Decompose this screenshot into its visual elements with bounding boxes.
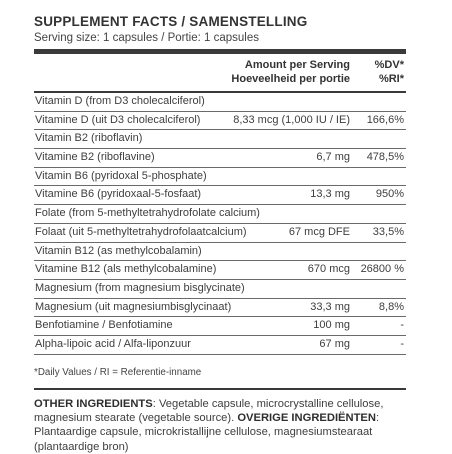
amount-header-en: Amount per Serving xyxy=(244,59,350,71)
nutrient-table: Vitamin D (from D3 cholecalciferol) Vita… xyxy=(34,93,406,355)
amount-header: Amount per Serving Hoeveelheid per porti… xyxy=(231,58,350,86)
nutrient-amount: 8,33 mcg (1,000 IU / IE) xyxy=(233,113,350,126)
nutrient-amount: 6,7 mg xyxy=(316,151,350,164)
serving-size: Serving size: 1 capsules / Portie: 1 cap… xyxy=(34,32,260,44)
table-row: Vitamine B6 (pyridoxaal-5-fosfaat) 13,3 m… xyxy=(34,186,406,206)
nutrient-name: Vitamine D (uit D3 cholecalciferol) xyxy=(35,113,201,126)
nutrient-amount: 33,3 mg xyxy=(310,300,350,313)
nutrient-amount: 13,3 mg xyxy=(310,188,350,201)
nutrient-percent: 166,6% xyxy=(366,113,404,126)
table-row: Benfotiamine / Benfotiamine 100 mg - xyxy=(34,317,406,336)
table-row: Vitamin B12 (as methylcobalamin) xyxy=(34,243,406,262)
nutrient-name: Vitamin D (from D3 cholecalciferol) xyxy=(35,95,205,107)
table-row: Vitamin B2 (riboflavin) xyxy=(34,130,406,150)
table-row: Vitamin B6 (pyridoxal 5-phosphate) xyxy=(34,168,406,187)
dv-header-nl: %RI* xyxy=(378,73,404,85)
table-row: Vitamine B2 (riboflavine) 6,7 mg 478,5% xyxy=(34,149,406,168)
divider-lower xyxy=(34,387,406,390)
amount-header-nl: Hoeveelheid per portie xyxy=(231,73,350,85)
dv-header: %DV* %RI* xyxy=(375,58,404,86)
table-row: Vitamine D (uit D3 cholecalciferol) 8,33 … xyxy=(34,112,406,131)
table-row: Folate (from 5-methyltetrahydrofolate ca… xyxy=(34,205,406,224)
nutrient-amount: 67 mcg DFE xyxy=(288,225,350,238)
ingredients-list-en: : Vegetable capsule, microcrystalline ce… xyxy=(34,397,384,424)
nutrient-name: Folate (from 5-methyltetrahydrofolate ca… xyxy=(35,207,260,220)
ingredients-text: OTHER INGREDIENTS: Vegetable capsule, mi… xyxy=(34,397,406,454)
ingredients-label-en: OTHER INGREDIENTS xyxy=(34,397,153,410)
divider-medium xyxy=(34,91,406,93)
footnote: *Daily Values / RI = Referentie-inname xyxy=(34,366,202,378)
ingredients-label-nl: OVERIGE INGREDIËNTEN xyxy=(237,411,376,424)
supplement-facts-panel: SUPPLEMENT FACTS / SAMENSTELLING Serving… xyxy=(34,14,406,454)
table-row: Vitamin D (from D3 cholecalciferol) xyxy=(34,93,406,112)
table-row: Magnesium (uit magnesiumbisglycinaat) 33,… xyxy=(34,299,406,318)
nutrient-name: Vitamin B6 (pyridoxal 5-phosphate) xyxy=(35,169,207,182)
nutrient-percent: - xyxy=(400,337,404,350)
nutrient-percent: 950% xyxy=(375,188,404,201)
nutrient-name: Vitamine B6 (pyridoxaal-5-fosfaat) xyxy=(35,188,202,201)
nutrient-name: Vitamine B2 (riboflavine) xyxy=(35,151,155,164)
dv-header-en: %DV* xyxy=(374,59,404,71)
nutrient-name: Vitamin B12 (as methylcobalamin) xyxy=(35,244,202,257)
nutrient-percent: 33,5% xyxy=(372,225,404,238)
nutrient-name: Magnesium (from magnesium bisglycinate) xyxy=(35,281,245,294)
nutrient-percent: 26800 % xyxy=(360,263,404,276)
nutrient-percent: 478,5% xyxy=(366,151,404,164)
table-header: Amount per Serving Hoeveelheid per porti… xyxy=(34,54,406,91)
ingredients-list-nl: : Plantaardige capsule, microkristallijn… xyxy=(34,411,380,453)
table-row: Folaat (uit 5-methyltetrahydrofolaatcalc… xyxy=(34,224,406,243)
nutrient-name: Magnesium (uit magnesiumbisglycinaat) xyxy=(35,300,232,313)
nutrient-name: Vitamine B12 (als methylcobalamine) xyxy=(35,263,217,276)
nutrient-name: Alpha-lipoic acid / Alfa-liponzuur xyxy=(35,337,191,350)
nutrient-percent: 8,8% xyxy=(378,300,404,313)
table-row: Alpha-lipoic acid / Alfa-liponzuur 67 mg - xyxy=(34,336,406,355)
table-row: Magnesium (from magnesium bisglycinate) xyxy=(34,280,406,299)
divider-thick xyxy=(34,49,406,54)
nutrient-amount: 67 mg xyxy=(319,337,350,350)
panel-title: SUPPLEMENT FACTS / SAMENSTELLING xyxy=(34,14,308,29)
table-row: Vitamine B12 (als methylcobalamine) 670 m… xyxy=(34,261,406,280)
nutrient-amount: 670 mcg xyxy=(307,263,350,276)
nutrient-amount: 100 mg xyxy=(313,319,350,332)
nutrient-percent: - xyxy=(400,319,404,332)
nutrient-name: Benfotiamine / Benfotiamine xyxy=(35,319,173,332)
nutrient-name: Vitamin B2 (riboflavin) xyxy=(35,132,143,145)
nutrient-name: Folaat (uit 5-methyltetrahydrofolaatcalc… xyxy=(35,225,247,238)
